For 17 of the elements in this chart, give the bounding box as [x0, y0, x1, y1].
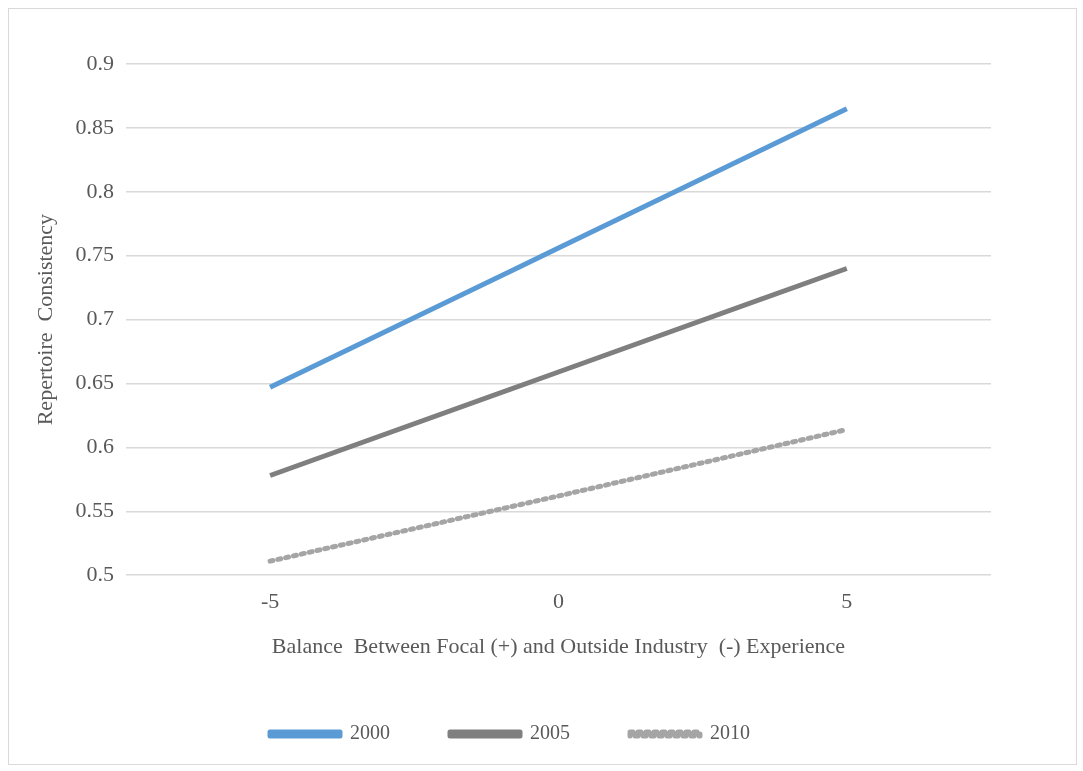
x-axis-title: Balance Between Focal (+) and Outside Industry (-) Experience: [271, 632, 846, 658]
y-tick-label: 0.65: [75, 369, 114, 395]
y-tick-label: 0.8: [86, 177, 114, 203]
legend-label: 2010: [710, 721, 750, 744]
y-axis-title: Repertoire Consistency: [31, 213, 57, 426]
y-tick-label: 0.7: [86, 305, 114, 331]
x-tick-label: 5: [841, 588, 853, 614]
legend-label: 2000: [350, 721, 390, 744]
y-tick-label: 0.75: [75, 241, 114, 267]
x-tick-label: -5: [260, 588, 280, 614]
y-tick-label: 0.9: [86, 49, 114, 75]
y-tick-label: 0.5: [86, 560, 114, 586]
y-tick-label: 0.85: [75, 113, 114, 139]
x-tick-label: 0: [552, 588, 564, 614]
y-tick-label: 0.6: [86, 433, 114, 459]
y-tick-label: 0.55: [75, 497, 114, 523]
legend-label: 2005: [530, 721, 570, 744]
